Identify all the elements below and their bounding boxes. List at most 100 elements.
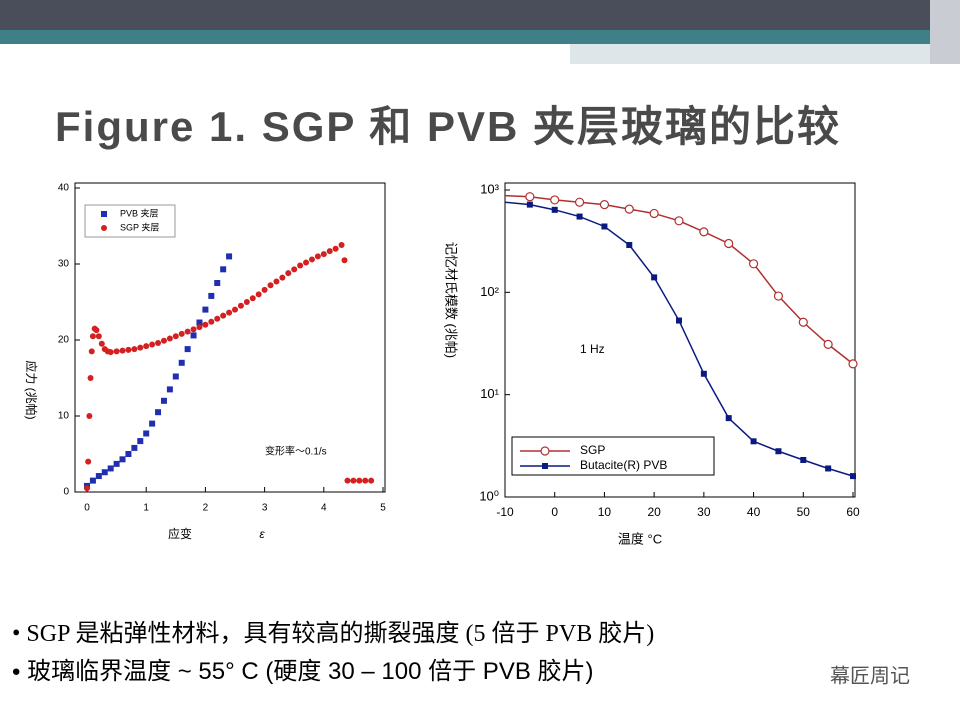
data-point (798, 317, 808, 327)
x-tick-label: 50 (797, 505, 811, 519)
data-point (220, 312, 227, 319)
data-point (326, 248, 333, 255)
data-point (88, 348, 95, 355)
data-point (599, 199, 610, 210)
data-point (119, 347, 126, 354)
top-tab (570, 44, 960, 64)
legend-marker (540, 446, 550, 456)
data-point (125, 451, 132, 457)
data-point (314, 253, 321, 260)
x-tick-label: 10 (598, 505, 612, 519)
data-point (214, 280, 221, 286)
data-point (172, 333, 179, 340)
data-point (166, 335, 173, 342)
x-tick-label: 0 (84, 503, 90, 514)
data-point (86, 413, 93, 419)
data-point (95, 333, 102, 340)
data-point (155, 340, 162, 347)
data-point (526, 201, 533, 208)
data-point (249, 295, 256, 302)
data-point (356, 477, 363, 484)
data-point (700, 370, 707, 377)
data-point (368, 477, 375, 484)
data-point (551, 206, 558, 213)
data-point (341, 257, 348, 264)
data-point (93, 327, 100, 334)
data-point (202, 321, 209, 328)
data-point (226, 309, 233, 316)
data-point (279, 274, 286, 281)
data-point (285, 270, 292, 277)
data-point (107, 349, 114, 356)
data-point (87, 375, 94, 381)
data-point (125, 346, 132, 353)
x-tick-label: 3 (262, 503, 268, 514)
legend-marker (101, 211, 107, 217)
x-tick-label: 5 (380, 503, 386, 514)
data-point (137, 344, 144, 351)
data-point (848, 359, 858, 369)
data-point (651, 274, 658, 281)
x-tick-label: 1 (143, 503, 149, 514)
x-axis-label: 温度 °C (618, 531, 662, 546)
bullet-text: SGP 是粘弹性材料，具有较高的撕裂强度 (5 倍于 PVB 胶片) (26, 620, 654, 647)
data-point (155, 409, 162, 416)
data-point (750, 438, 757, 445)
data-point (297, 262, 304, 269)
top-bar (0, 0, 960, 30)
y-tick-label: 40 (58, 183, 70, 194)
data-point (775, 448, 782, 455)
data-point (208, 318, 215, 325)
x-tick-label: 2 (203, 503, 209, 514)
data-point (267, 282, 274, 289)
data-point (303, 259, 310, 266)
y-axis-label: 记忆材氏模数 (兆帕) (444, 242, 459, 358)
corner-lines (930, 0, 960, 64)
data-point (273, 278, 280, 285)
annotation: 1 Hz (580, 342, 605, 356)
x-axis-symbol: ε (259, 527, 265, 541)
watermark: 幕匠周记 (830, 664, 910, 687)
data-point (113, 348, 120, 355)
data-point (676, 317, 682, 324)
top-stripe (0, 30, 960, 44)
x-tick-label: 0 (551, 505, 558, 519)
y-tick-label: 10 (58, 411, 70, 422)
bullet-1: • SGP 是粘弹性材料，具有较高的撕裂强度 (5 倍于 PVB 胶片) (12, 620, 654, 647)
data-point (255, 291, 262, 298)
legend-marker (101, 225, 107, 231)
legend-label: SGP (580, 443, 605, 457)
data-point (576, 213, 583, 220)
data-point (550, 195, 560, 205)
data-point (107, 465, 114, 472)
y-tick-label: 10³ (480, 181, 499, 196)
data-point (525, 192, 535, 202)
data-point (825, 465, 832, 472)
legend-box (84, 204, 176, 238)
data-point (149, 341, 156, 348)
data-point (178, 359, 185, 366)
data-point (190, 332, 197, 339)
data-point (308, 256, 315, 263)
y-axis-label: 应力 (兆帕) (24, 360, 39, 419)
data-point (724, 238, 734, 249)
data-point (320, 251, 327, 258)
data-point (232, 306, 238, 313)
data-point (208, 292, 215, 299)
x-axis-label: 应变 (168, 526, 192, 541)
data-point (226, 253, 233, 260)
y-tick-label: 0 (63, 487, 69, 498)
annotation: 变形率～0.1/s (265, 445, 327, 458)
legend-marker (542, 463, 548, 469)
data-point (160, 337, 167, 344)
data-point (89, 477, 96, 484)
data-point (214, 315, 221, 322)
y-tick-label: 10⁰ (479, 488, 499, 503)
data-point (362, 477, 369, 484)
data-point (178, 330, 185, 337)
x-tick-label: -10 (496, 505, 514, 519)
y-tick-label: 30 (58, 259, 70, 270)
data-point (160, 397, 167, 404)
x-tick-label: 4 (321, 503, 327, 514)
